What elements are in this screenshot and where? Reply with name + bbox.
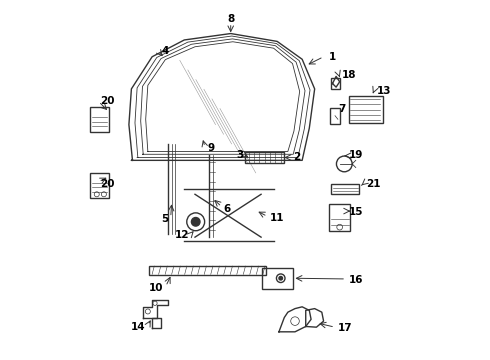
Text: 17: 17 [338, 323, 352, 333]
Text: 12: 12 [175, 230, 190, 240]
Text: 9: 9 [207, 143, 215, 153]
Text: 11: 11 [270, 212, 285, 222]
Circle shape [279, 276, 283, 280]
Text: 18: 18 [342, 69, 356, 80]
Text: 21: 21 [367, 179, 381, 189]
Text: 19: 19 [348, 150, 363, 160]
Circle shape [192, 217, 200, 226]
Text: 20: 20 [100, 96, 115, 107]
Text: 20: 20 [100, 179, 115, 189]
Text: 1: 1 [329, 52, 336, 62]
Text: 15: 15 [348, 207, 363, 217]
Text: 2: 2 [293, 152, 300, 162]
Text: 7: 7 [338, 104, 345, 113]
Text: 3: 3 [236, 150, 243, 160]
Text: 5: 5 [161, 214, 168, 224]
Text: 6: 6 [223, 203, 231, 213]
Text: 14: 14 [130, 322, 145, 332]
Text: 13: 13 [377, 86, 392, 96]
Text: 16: 16 [348, 275, 363, 285]
Text: 4: 4 [161, 46, 169, 57]
Text: 10: 10 [148, 283, 163, 293]
Text: 8: 8 [227, 14, 234, 24]
